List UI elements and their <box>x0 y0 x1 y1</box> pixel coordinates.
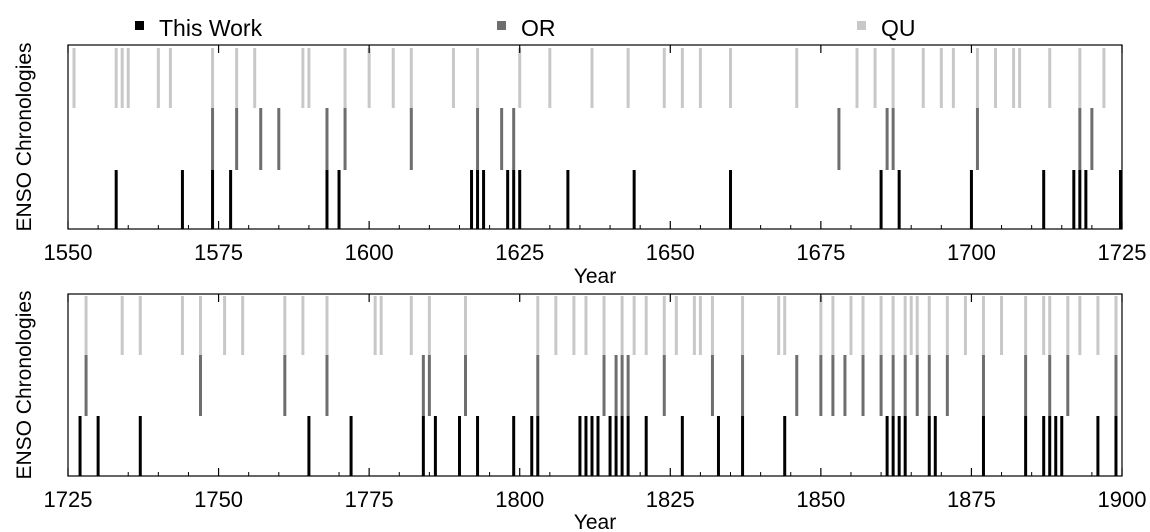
x-tick-label-1625: 1625 <box>495 240 544 265</box>
legend-swatch-or <box>497 21 506 30</box>
x-tick-label-1775: 1775 <box>345 487 394 512</box>
x-axis-label: Year <box>574 265 616 288</box>
x-tick-label-1725: 1725 <box>1098 240 1147 265</box>
chart-panel-1550-1725: 1550 1575 1600 1625 1650 1675 1700 1725 Year ENSO… <box>13 42 1146 288</box>
plot-frame <box>67 44 1123 230</box>
x-tick-label-1550: 1550 <box>44 240 93 265</box>
x-tick-label-1700: 1700 <box>947 240 996 265</box>
legend-label-this-work: This Work <box>159 15 263 41</box>
x-tick-label-1675: 1675 <box>796 240 845 265</box>
x-tick-label-1825: 1825 <box>646 487 695 512</box>
legend-label-or: OR <box>521 15 556 41</box>
x-tick-label-1875: 1875 <box>947 487 996 512</box>
legend: This Work OR QU <box>135 15 916 41</box>
x-tick-label-1850: 1850 <box>796 487 845 512</box>
x-tick-label-1725: 1725 <box>44 487 93 512</box>
legend-swatch-this-work <box>135 21 144 30</box>
legend-label-qu: QU <box>881 15 916 41</box>
x-tick-label-1650: 1650 <box>646 240 695 265</box>
x-tick-label-1900: 1900 <box>1098 487 1147 512</box>
x-tick-label-1575: 1575 <box>194 240 243 265</box>
x-tick-label-1800: 1800 <box>495 487 544 512</box>
y-axis-label: ENSO Chronologies <box>13 290 36 479</box>
y-axis-label: ENSO Chronologies <box>13 42 36 231</box>
chart-panel-1725-1900: 1725 1750 1775 1800 1825 1850 1875 1900 Year ENSO… <box>13 290 1146 532</box>
plot-frame <box>67 293 1123 477</box>
x-tick-label-1750: 1750 <box>194 487 243 512</box>
x-tick-label-1600: 1600 <box>345 240 394 265</box>
legend-swatch-qu <box>857 21 866 30</box>
x-axis-label: Year <box>574 511 616 532</box>
